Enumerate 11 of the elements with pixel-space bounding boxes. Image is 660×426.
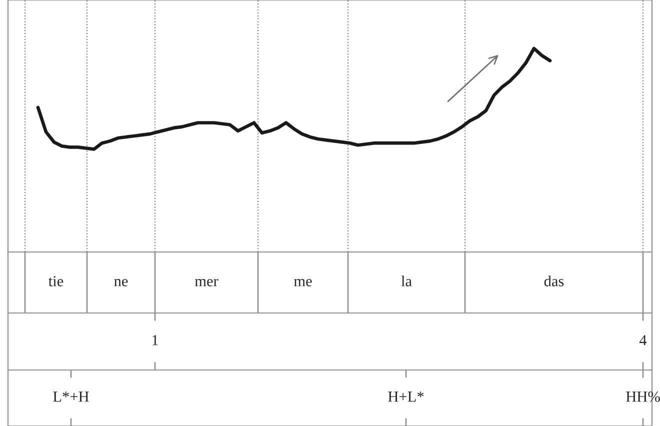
text: HH% [626,392,660,402]
text: la [401,276,412,286]
text: 4 [639,335,647,346]
text: L*+H [53,392,89,402]
text: tie [48,276,64,286]
text: 1 [152,335,158,346]
text: das [544,276,564,286]
text: mer [194,278,218,286]
text: ne [114,278,128,286]
text: me [294,278,312,286]
text: H+L* [388,392,424,402]
